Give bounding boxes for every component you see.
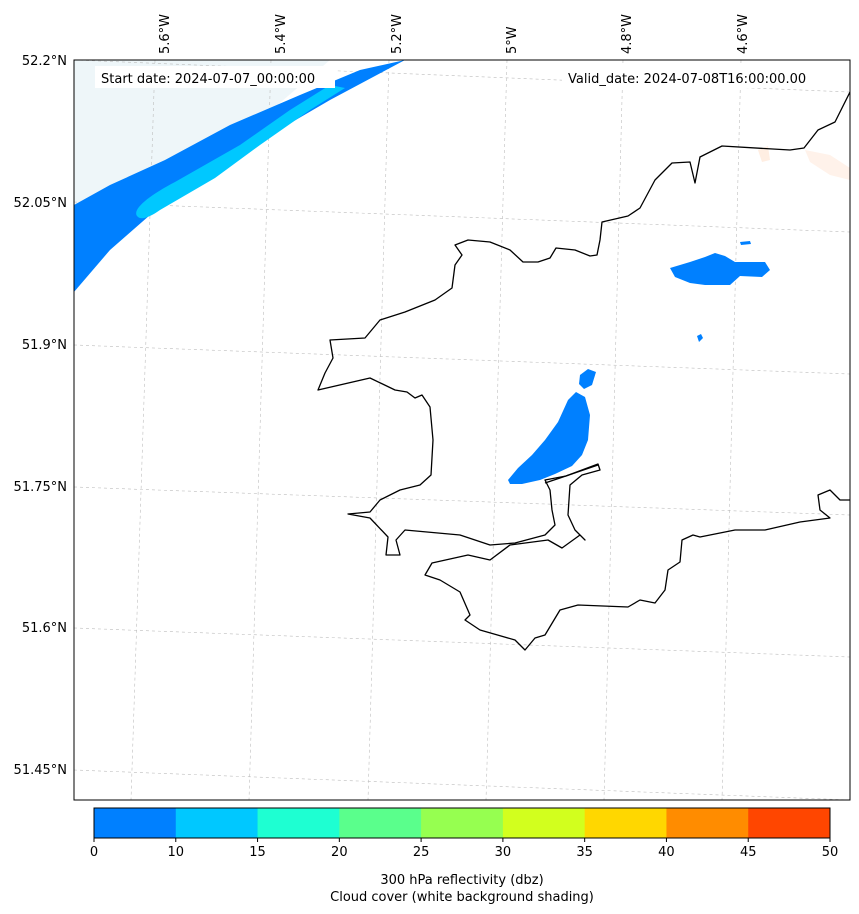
reflectivity-cell-speck-1 xyxy=(740,241,751,245)
lat-label-51-6n: 51.6°N xyxy=(22,621,67,636)
start-date-label: Start date: 2024-07-07_00:00:00 xyxy=(101,72,315,87)
colorbar-tick-label: 40 xyxy=(658,845,675,860)
longitude-labels: 5.6°W 5.4°W 5.2°W 5°W 4.8°W 4.6°W xyxy=(158,14,751,54)
reflectivity-faint-ne-2 xyxy=(758,146,770,162)
colorbar-bin-7 xyxy=(666,808,749,838)
colorbar-bin-5 xyxy=(502,808,586,838)
reflectivity-cell-east xyxy=(670,253,770,285)
lat-label-52-2n: 52.2°N xyxy=(22,54,67,69)
map-panel[interactable] xyxy=(74,60,850,800)
valid-date-label: Valid_date: 2024-07-08T16:00:00.00 xyxy=(568,72,806,87)
colorbar-frame xyxy=(93,807,831,839)
lat-label-51-45n: 51.45°N xyxy=(14,763,67,778)
colorbar-tick-label: 15 xyxy=(249,845,266,860)
lon-label-5-2w: 5.2°W xyxy=(390,14,405,54)
colorbar-bin-2 xyxy=(257,808,340,838)
legend-title: 300 hPa reflectivity (dbz) xyxy=(380,873,543,888)
reflectivity-cell-main xyxy=(508,392,590,484)
lon-label-4-6w: 4.6°W xyxy=(736,14,751,54)
legend-subtitle: Cloud cover (white background shading) xyxy=(330,890,594,905)
colorbar-tick-label: 50 xyxy=(822,845,839,860)
colorbar-tick-label: 35 xyxy=(576,845,593,860)
reflectivity-cell-speck-2 xyxy=(697,334,703,342)
latitude-labels: 52.2°N 52.05°N 51.9°N 51.75°N 51.6°N 51.… xyxy=(14,54,67,778)
colorbar-bin-4 xyxy=(421,808,504,838)
map-frame xyxy=(73,59,851,801)
lat-label-51-9n: 51.9°N xyxy=(22,338,67,353)
lat-label-52-05n: 52.05°N xyxy=(14,196,67,211)
lat-label-51-75n: 51.75°N xyxy=(14,480,67,495)
colorbar-tick-label: 0 xyxy=(90,845,98,860)
colorbar-tick-label: 25 xyxy=(413,845,430,860)
colorbar-tick-label: 30 xyxy=(495,845,512,860)
colorbar-tick-label: 45 xyxy=(740,845,757,860)
colorbar-tick-label: 20 xyxy=(331,845,348,860)
colorbar-bin-1 xyxy=(175,808,259,838)
colorbar-bin-3 xyxy=(339,808,422,838)
colorbar-bin-8 xyxy=(748,808,831,838)
reflectivity-faint-ne xyxy=(805,150,850,180)
lon-label-5-6w: 5.6°W xyxy=(158,14,173,54)
colorbar-bin-6 xyxy=(584,808,667,838)
reflectivity-band-0-10 xyxy=(74,60,405,292)
colorbar-tick-label: 10 xyxy=(168,845,185,860)
coastline-stub xyxy=(544,464,599,484)
lon-label-5w: 5°W xyxy=(505,26,520,54)
valid-date-box: Valid_date: 2024-07-08T16:00:00.00 xyxy=(562,66,832,88)
reflectivity-core-10-15 xyxy=(136,85,345,219)
colorbar-bin-0 xyxy=(94,808,177,838)
coastline-main xyxy=(317,91,850,651)
lon-label-4-8w: 4.8°W xyxy=(620,14,635,54)
start-date-box: Start date: 2024-07-07_00:00:00 xyxy=(95,66,335,88)
lon-label-5-4w: 5.4°W xyxy=(274,14,289,54)
reflectivity-cell-bay xyxy=(579,369,596,389)
colorbar: 0 10 15 20 25 30 35 40 45 50 xyxy=(90,807,839,860)
